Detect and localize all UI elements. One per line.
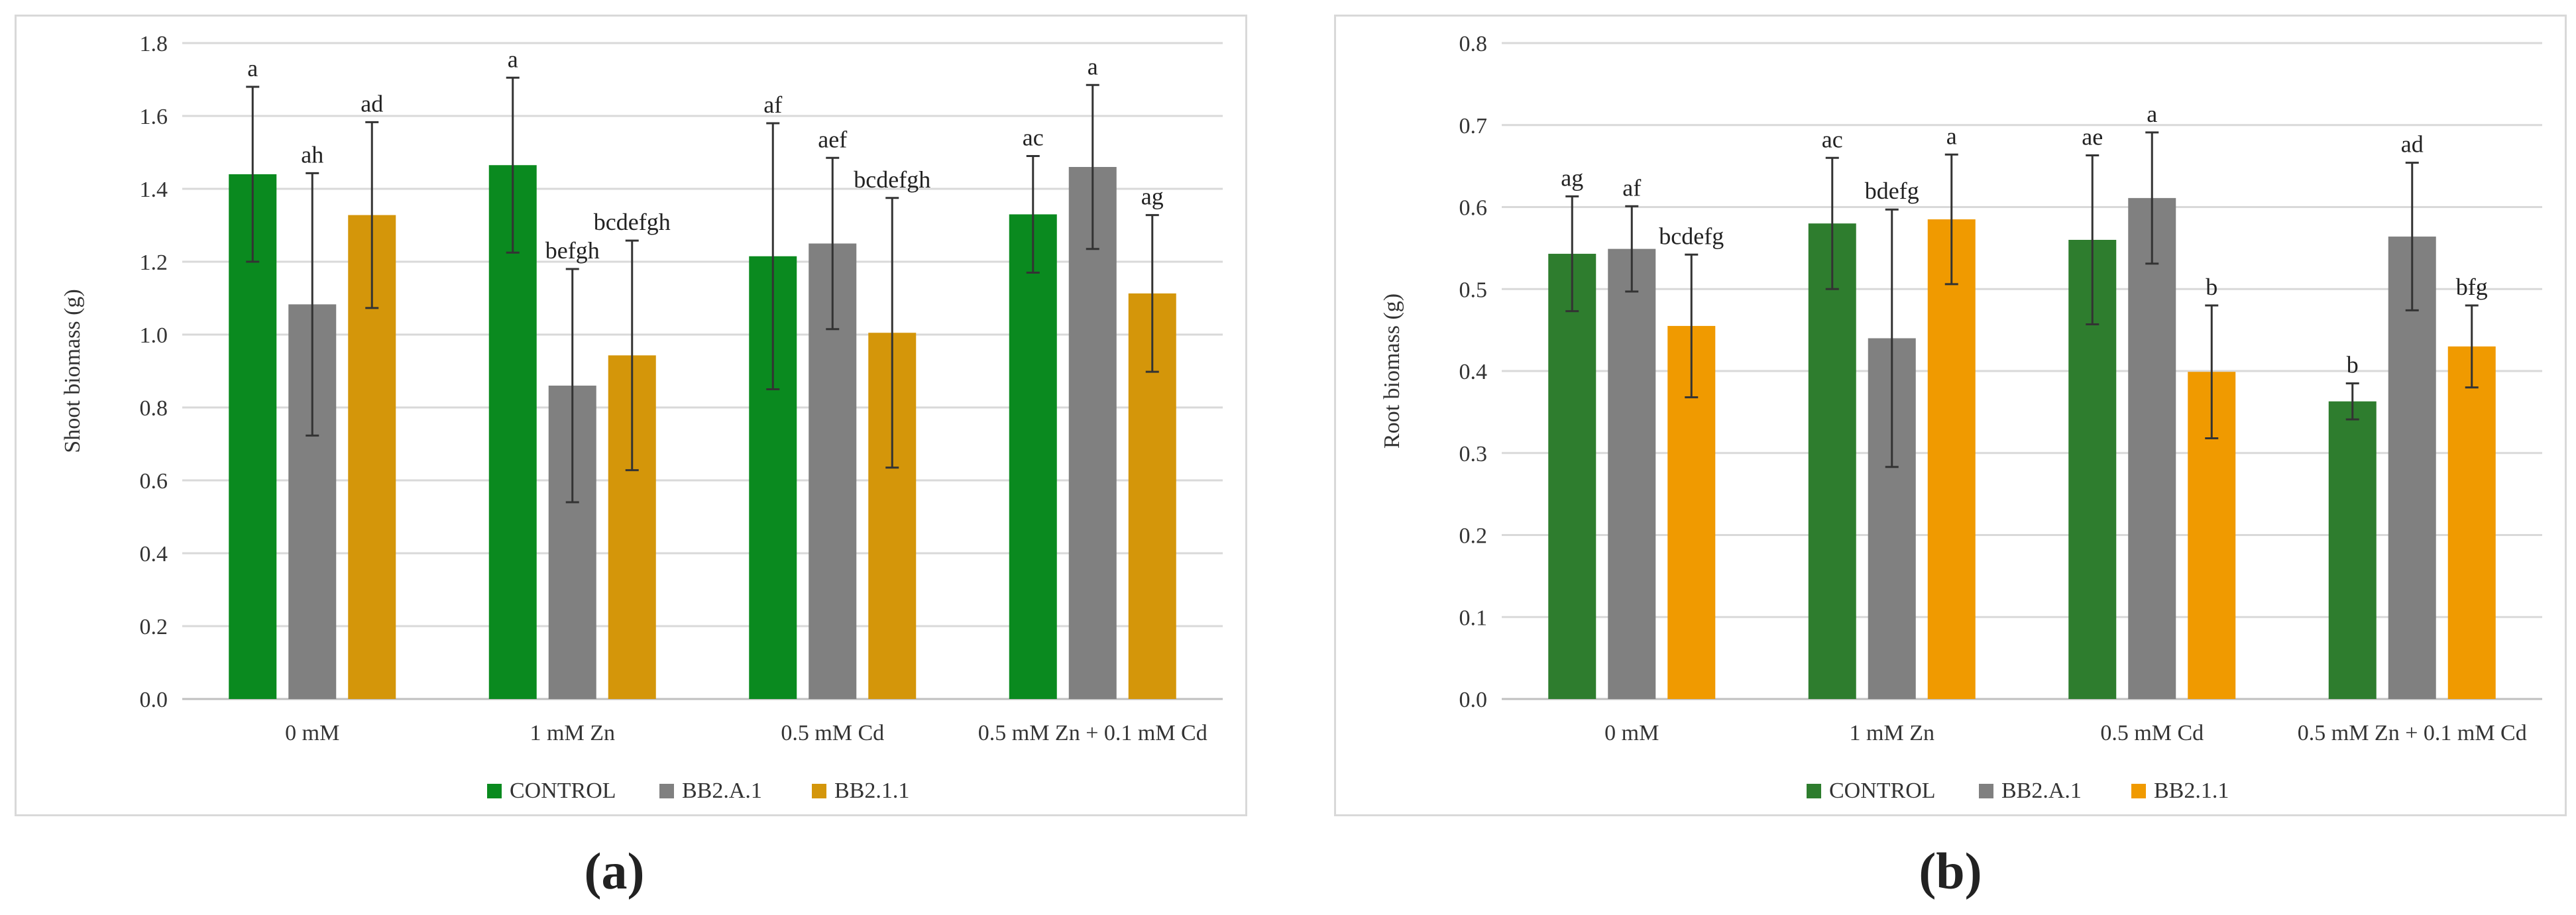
- bar: [1068, 167, 1117, 699]
- y-tick-label: 1.0: [140, 323, 168, 348]
- significance-label: bcdefgh: [854, 166, 930, 193]
- legend-swatch: [1807, 784, 1821, 798]
- significance-label: af: [1622, 174, 1641, 201]
- bar: [1927, 219, 1976, 699]
- significance-label: ac: [1023, 125, 1044, 151]
- panel-label-a: (a): [584, 842, 645, 900]
- bar: [2128, 197, 2176, 699]
- bar: [2328, 401, 2377, 699]
- significance-label: b: [2206, 274, 2217, 300]
- root-biomass-chart: 0.0 0.1 0.2 0.3 0.4 0.5 0.6 0.7 0.8 Root biomass …: [1380, 32, 2542, 803]
- x-tick-label: 1 mM Zn: [1850, 721, 1934, 745]
- bar: [1009, 214, 1057, 699]
- x-tick-label: 1 mM Zn: [530, 721, 615, 745]
- legend-label: BB2.A.1: [2001, 779, 2082, 803]
- legend-swatch: [659, 784, 674, 798]
- x-tick-label: 0.5 mM Cd: [781, 721, 884, 745]
- significance-label: a: [1088, 53, 1098, 80]
- significance-label: bdefg: [1865, 178, 1919, 204]
- y-axis-label: Shoot biomass (g): [60, 289, 85, 453]
- significance-label: ad: [361, 90, 383, 117]
- bar: [2447, 346, 2496, 699]
- legend-label: BB2.1.1: [834, 779, 909, 803]
- significance-label: a: [508, 46, 518, 72]
- x-tick-label: 0 mM: [285, 721, 339, 745]
- x-tick-label: 0.5 mM Cd: [2100, 721, 2204, 745]
- legend-swatch: [2131, 784, 2146, 798]
- y-tick-label: 0.4: [140, 542, 168, 566]
- chart-panel-b: 0.0 0.1 0.2 0.3 0.4 0.5 0.6 0.7 0.8 Root biomass …: [1334, 15, 2567, 816]
- y-tick-label: 0.3: [1459, 442, 1488, 466]
- y-tick-label: 0.7: [1459, 114, 1488, 138]
- y-axis-label: Root biomass (g): [1380, 294, 1404, 449]
- x-tick-label: 0.5 mM Zn + 0.1 mM Cd: [2298, 721, 2527, 745]
- bar: [2388, 237, 2436, 699]
- bar: [1608, 248, 1656, 699]
- significance-label: af: [763, 91, 782, 118]
- legend-swatch: [487, 784, 502, 798]
- y-tick-label: 0.8: [140, 396, 168, 421]
- significance-label: ad: [2401, 131, 2424, 158]
- legend-swatch: [1979, 784, 1993, 798]
- significance-label: a: [2147, 101, 2157, 127]
- bar: [1548, 254, 1596, 700]
- x-tick-label: 0 mM: [1604, 721, 1659, 745]
- bar: [488, 165, 537, 699]
- legend-label: BB2.1.1: [2154, 779, 2229, 803]
- y-tick-label: 0.4: [1459, 360, 1488, 384]
- significance-label: b: [2347, 352, 2359, 378]
- y-tick-label: 1.4: [140, 178, 168, 202]
- y-tick-label: 0.5: [1459, 278, 1488, 302]
- y-tick-label: 0.2: [140, 615, 168, 639]
- significance-label: ac: [1822, 126, 1843, 152]
- y-tick-label: 0.8: [1459, 32, 1488, 56]
- y-tick-label: 0.0: [1459, 688, 1488, 712]
- y-tick-label: 1.8: [140, 32, 168, 56]
- significance-label: ah: [301, 141, 323, 168]
- legend-label: CONTROL: [1829, 779, 1936, 803]
- shoot-biomass-chart: 0.0 0.2 0.4 0.6 0.8 1.0 1.2 1.4 1.6 1.8 Shoot biom…: [60, 32, 1223, 803]
- y-tick-label: 0.6: [140, 469, 168, 494]
- y-tick-label: 1.2: [140, 250, 168, 275]
- significance-label: bcdefgh: [594, 209, 671, 235]
- significance-label: aef: [818, 126, 847, 152]
- x-tick-label: 0.5 mM Zn + 0.1 mM Cd: [978, 721, 1207, 745]
- y-tick-label: 0.0: [140, 688, 168, 712]
- legend-swatch: [812, 784, 826, 798]
- significance-label: a: [247, 55, 258, 81]
- chart-panel-a: 0.0 0.2 0.4 0.6 0.8 1.0 1.2 1.4 1.6 1.8 Shoot biom…: [15, 15, 1247, 816]
- y-tick-label: 1.6: [140, 105, 168, 129]
- legend-label: BB2.A.1: [682, 779, 762, 803]
- significance-label: ae: [2082, 124, 2103, 150]
- significance-label: befgh: [545, 237, 600, 264]
- significance-label: bcdefg: [1659, 223, 1724, 249]
- panel-label-b: (b): [1919, 842, 1982, 900]
- significance-label: ag: [1141, 184, 1164, 210]
- significance-label: bfg: [2456, 274, 2488, 300]
- y-tick-label: 0.1: [1459, 606, 1488, 630]
- significance-label: a: [1946, 123, 1957, 149]
- y-tick-label: 0.2: [1459, 524, 1488, 549]
- y-tick-label: 0.6: [1459, 196, 1488, 221]
- significance-label: ag: [1561, 164, 1583, 191]
- legend-label: CONTROL: [510, 779, 616, 803]
- bar: [1808, 223, 1856, 699]
